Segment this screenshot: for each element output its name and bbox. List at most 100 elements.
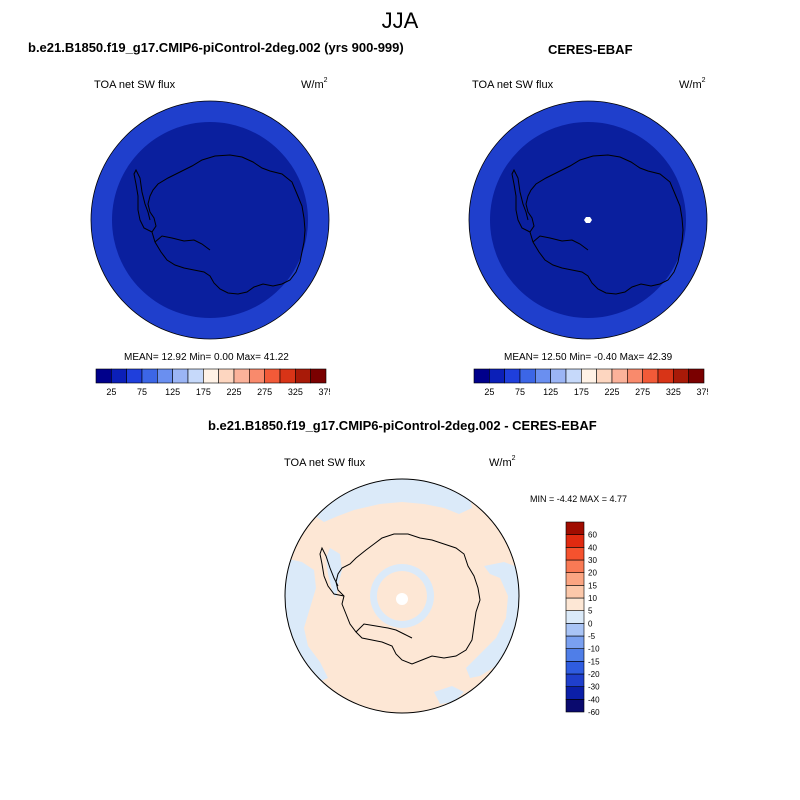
- diff-colorbar-tick-label: -60: [588, 708, 600, 717]
- diff-colorbar-swatch: [565, 623, 585, 637]
- model-units-label: W/m2: [301, 77, 328, 91]
- colorbar-swatch: [535, 368, 551, 384]
- colorbar-tick-label: 325: [288, 387, 303, 397]
- colorbar-swatch: [310, 368, 327, 384]
- diff-colorbar-tick-label: 10: [588, 594, 597, 603]
- model-ross-ice-shelf-outline: [154, 235, 211, 251]
- diff-colorbar-swatch: [565, 521, 585, 535]
- diff-colorbar-tick-label: -30: [588, 683, 600, 692]
- colorbar-swatch: [111, 368, 127, 384]
- colorbar-tick-label: 175: [196, 387, 211, 397]
- obs-panel-title: CERES-EBAF: [548, 42, 633, 57]
- colorbar-swatch: [565, 368, 582, 384]
- diff-colorbar-swatch: [565, 686, 585, 700]
- diff-colorbar-tick-label: 0: [588, 619, 593, 628]
- colorbar-swatch: [473, 368, 490, 384]
- colorbar-tick-label: 25: [484, 387, 494, 397]
- colorbar-swatch: [657, 368, 674, 384]
- diff-colorbar-tick-label: -10: [588, 645, 600, 654]
- obs-missing-data-patch: [584, 217, 592, 223]
- obs-colorbar: 25 75 125 175 225 275 325 375: [473, 368, 708, 397]
- diff-peninsula-coastline: [319, 546, 345, 597]
- diff-colorbar-tick-label: 5: [588, 607, 593, 616]
- colorbar-tick-label: 75: [515, 387, 525, 397]
- diff-colorbar-tick-label: 40: [588, 543, 597, 552]
- colorbar-tick-label: 125: [165, 387, 180, 397]
- model-colorbar: 25 75 125 175 225 275 325 375: [95, 368, 330, 397]
- obs-polar-map: [468, 100, 708, 340]
- colorbar-swatch: [519, 368, 536, 384]
- colorbar-tick-label: 275: [257, 387, 272, 397]
- colorbar-tick-label: 225: [604, 387, 619, 397]
- colorbar-tick-label: 275: [635, 387, 650, 397]
- model-variable-label: TOA net SW flux: [94, 79, 176, 91]
- model-stats: MEAN= 12.92 Min= 0.00 Max= 41.22: [124, 352, 289, 363]
- model-antarctica-coastline: [147, 154, 306, 295]
- colorbar-swatch: [688, 368, 705, 384]
- colorbar-swatch: [203, 368, 219, 384]
- colorbar-tick-label: 175: [574, 387, 589, 397]
- colorbar-swatch: [264, 368, 281, 384]
- colorbar-swatch: [218, 368, 235, 384]
- diff-colorbar-swatch: [565, 648, 585, 662]
- obs-map-border: [468, 100, 708, 340]
- diff-stats: MIN = -4.42 MAX = 4.77: [530, 494, 628, 504]
- colorbar-swatch: [673, 368, 689, 384]
- diff-colorbar-tick-label: 15: [588, 581, 597, 590]
- colorbar-tick-label: 125: [543, 387, 558, 397]
- diff-colorbar-swatch: [565, 610, 585, 624]
- diff-colorbar-tick-label: 30: [588, 556, 597, 565]
- season-title: JJA: [381, 8, 419, 33]
- obs-units-label: W/m2: [679, 77, 706, 91]
- diff-colorbar-tick-label: 60: [588, 531, 597, 540]
- diff-colorbar-swatch: [565, 673, 585, 687]
- diff-colorbar-swatch: [565, 559, 585, 573]
- diff-panel-title: b.e21.B1850.f19_g17.CMIP6-piControl-2deg…: [208, 418, 597, 433]
- colorbar-swatch: [187, 368, 204, 384]
- diff-variable-label: TOA net SW flux: [284, 457, 366, 469]
- colorbar-tick-label: 25: [106, 387, 116, 397]
- diff-colorbar-tick-label: -5: [588, 632, 596, 641]
- model-panel-title: b.e21.B1850.f19_g17.CMIP6-piControl-2deg…: [28, 40, 404, 55]
- diff-colorbar-tick-label: 20: [588, 569, 597, 578]
- colorbar-swatch: [126, 368, 143, 384]
- diff-colorbar-swatch: [565, 635, 585, 649]
- diff-colorbar: -60 -40 -30 -20 -15 -10 -5 0 5 10 15 20 30 40 60: [565, 521, 600, 717]
- obs-antarctica-coastline: [525, 154, 684, 295]
- diff-colorbar-swatch: [565, 585, 585, 599]
- colorbar-swatch: [95, 368, 112, 384]
- diff-colorbar-tick-label: -20: [588, 670, 600, 679]
- diff-antarctica-coastline: [335, 533, 481, 665]
- model-polar-map: [90, 100, 330, 340]
- diff-colorbar-swatch: [565, 661, 585, 675]
- diff-pole-gap: [396, 593, 408, 605]
- diff-colorbar-tick-label: -15: [588, 657, 600, 666]
- diff-map-border: [284, 478, 520, 714]
- model-map-border: [90, 100, 330, 340]
- colorbar-swatch: [249, 368, 265, 384]
- model-peninsula-coastline: [133, 168, 153, 233]
- colorbar-swatch: [172, 368, 189, 384]
- colorbar-swatch: [581, 368, 597, 384]
- colorbar-swatch: [489, 368, 505, 384]
- obs-stats: MEAN= 12.50 Min= -0.40 Max= 42.39: [504, 352, 673, 363]
- colorbar-tick-label: 375: [696, 387, 708, 397]
- diff-polar-map: [284, 478, 520, 714]
- colorbar-tick-label: 75: [137, 387, 147, 397]
- colorbar-swatch: [627, 368, 643, 384]
- obs-variable-label: TOA net SW flux: [472, 79, 554, 91]
- obs-ross-ice-shelf-outline: [532, 235, 589, 251]
- colorbar-tick-label: 325: [666, 387, 681, 397]
- diff-colorbar-swatch: [565, 534, 585, 548]
- colorbar-swatch: [611, 368, 628, 384]
- diff-colorbar-swatch: [565, 597, 585, 611]
- diff-colorbar-swatch: [565, 699, 585, 713]
- diff-colorbar-swatch: [565, 547, 585, 561]
- colorbar-tick-label: 375: [318, 387, 330, 397]
- colorbar-swatch: [157, 368, 173, 384]
- colorbar-swatch: [596, 368, 613, 384]
- colorbar-swatch: [233, 368, 250, 384]
- colorbar-swatch: [295, 368, 311, 384]
- colorbar-swatch: [141, 368, 158, 384]
- colorbar-swatch: [279, 368, 296, 384]
